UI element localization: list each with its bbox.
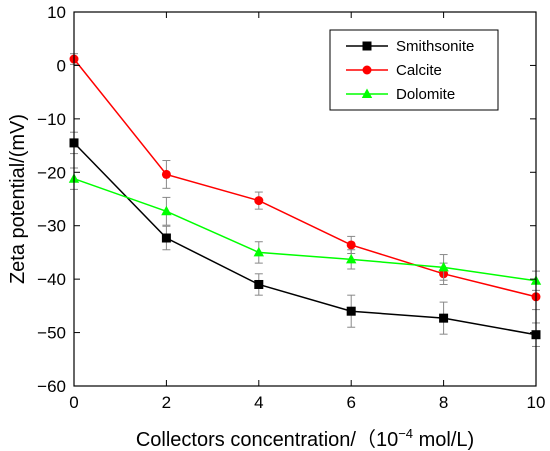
legend-label-smithsonite: Smithsonite [396,38,474,55]
dolomite-point [346,253,357,264]
y-tick-label: −20 [37,163,66,182]
x-axis-title-exponent: −4 [398,426,413,441]
y-tick-label: −60 [37,377,66,396]
y-tick-label: −30 [37,217,66,236]
calcite-line [73,58,537,298]
legend-label-calcite: Calcite [396,62,442,79]
y-tick-label: 10 [47,3,66,22]
y-tick-label: −50 [37,324,66,343]
legend-marker-smithsonite [362,41,372,51]
legend-marker-dolomite [361,88,373,98]
legend: Smithsonite Calcite Dolomite [329,29,499,111]
smithsonite-point [439,313,449,323]
x-tick-label: 0 [69,393,78,412]
dolomite-line [73,177,537,282]
legend-item-dolomite: Dolomite [346,86,455,103]
dolomite-series [68,167,542,291]
plot-area [68,53,542,347]
legend-marker-calcite [362,65,372,75]
legend-label-dolomite: Dolomite [396,86,455,103]
x-axis-title-prefix: Collectors concentration/（10 [136,428,398,451]
dolomite-point [161,205,172,216]
x-tick-label: 6 [346,393,355,412]
y-tick-label: 0 [57,56,66,75]
plot-frame [73,11,537,387]
dolomite-point [253,246,264,257]
y-axis-title: Zeta potential/(mV) [7,114,29,284]
smithsonite-line [73,142,537,336]
smithsonite-series [69,131,541,347]
calcite-point [161,169,171,179]
x-tick-label: 2 [162,393,171,412]
y-tick-label: −40 [37,270,66,289]
dolomite-point [438,261,449,272]
y-tick-label: −10 [37,110,66,129]
smithsonite-point [161,233,171,243]
calcite-point [254,196,264,206]
legend-item-calcite: Calcite [346,62,442,79]
legend-item-smithsonite: Smithsonite [346,38,474,55]
x-axis-title-suffix: mol/L) [413,429,474,451]
calcite-point [346,240,356,250]
x-tick-label: 8 [439,393,448,412]
smithsonite-point [254,279,264,289]
x-axis-title: Collectors concentration/（10−4 mol/L) [136,426,474,451]
x-tick-label: 4 [254,393,263,412]
smithsonite-point [346,306,356,316]
x-tick-label: 10 [527,393,546,412]
axes: 0 2 4 6 8 10 10 0 −10 −20 −30 −40 −50 −60 [37,3,545,412]
